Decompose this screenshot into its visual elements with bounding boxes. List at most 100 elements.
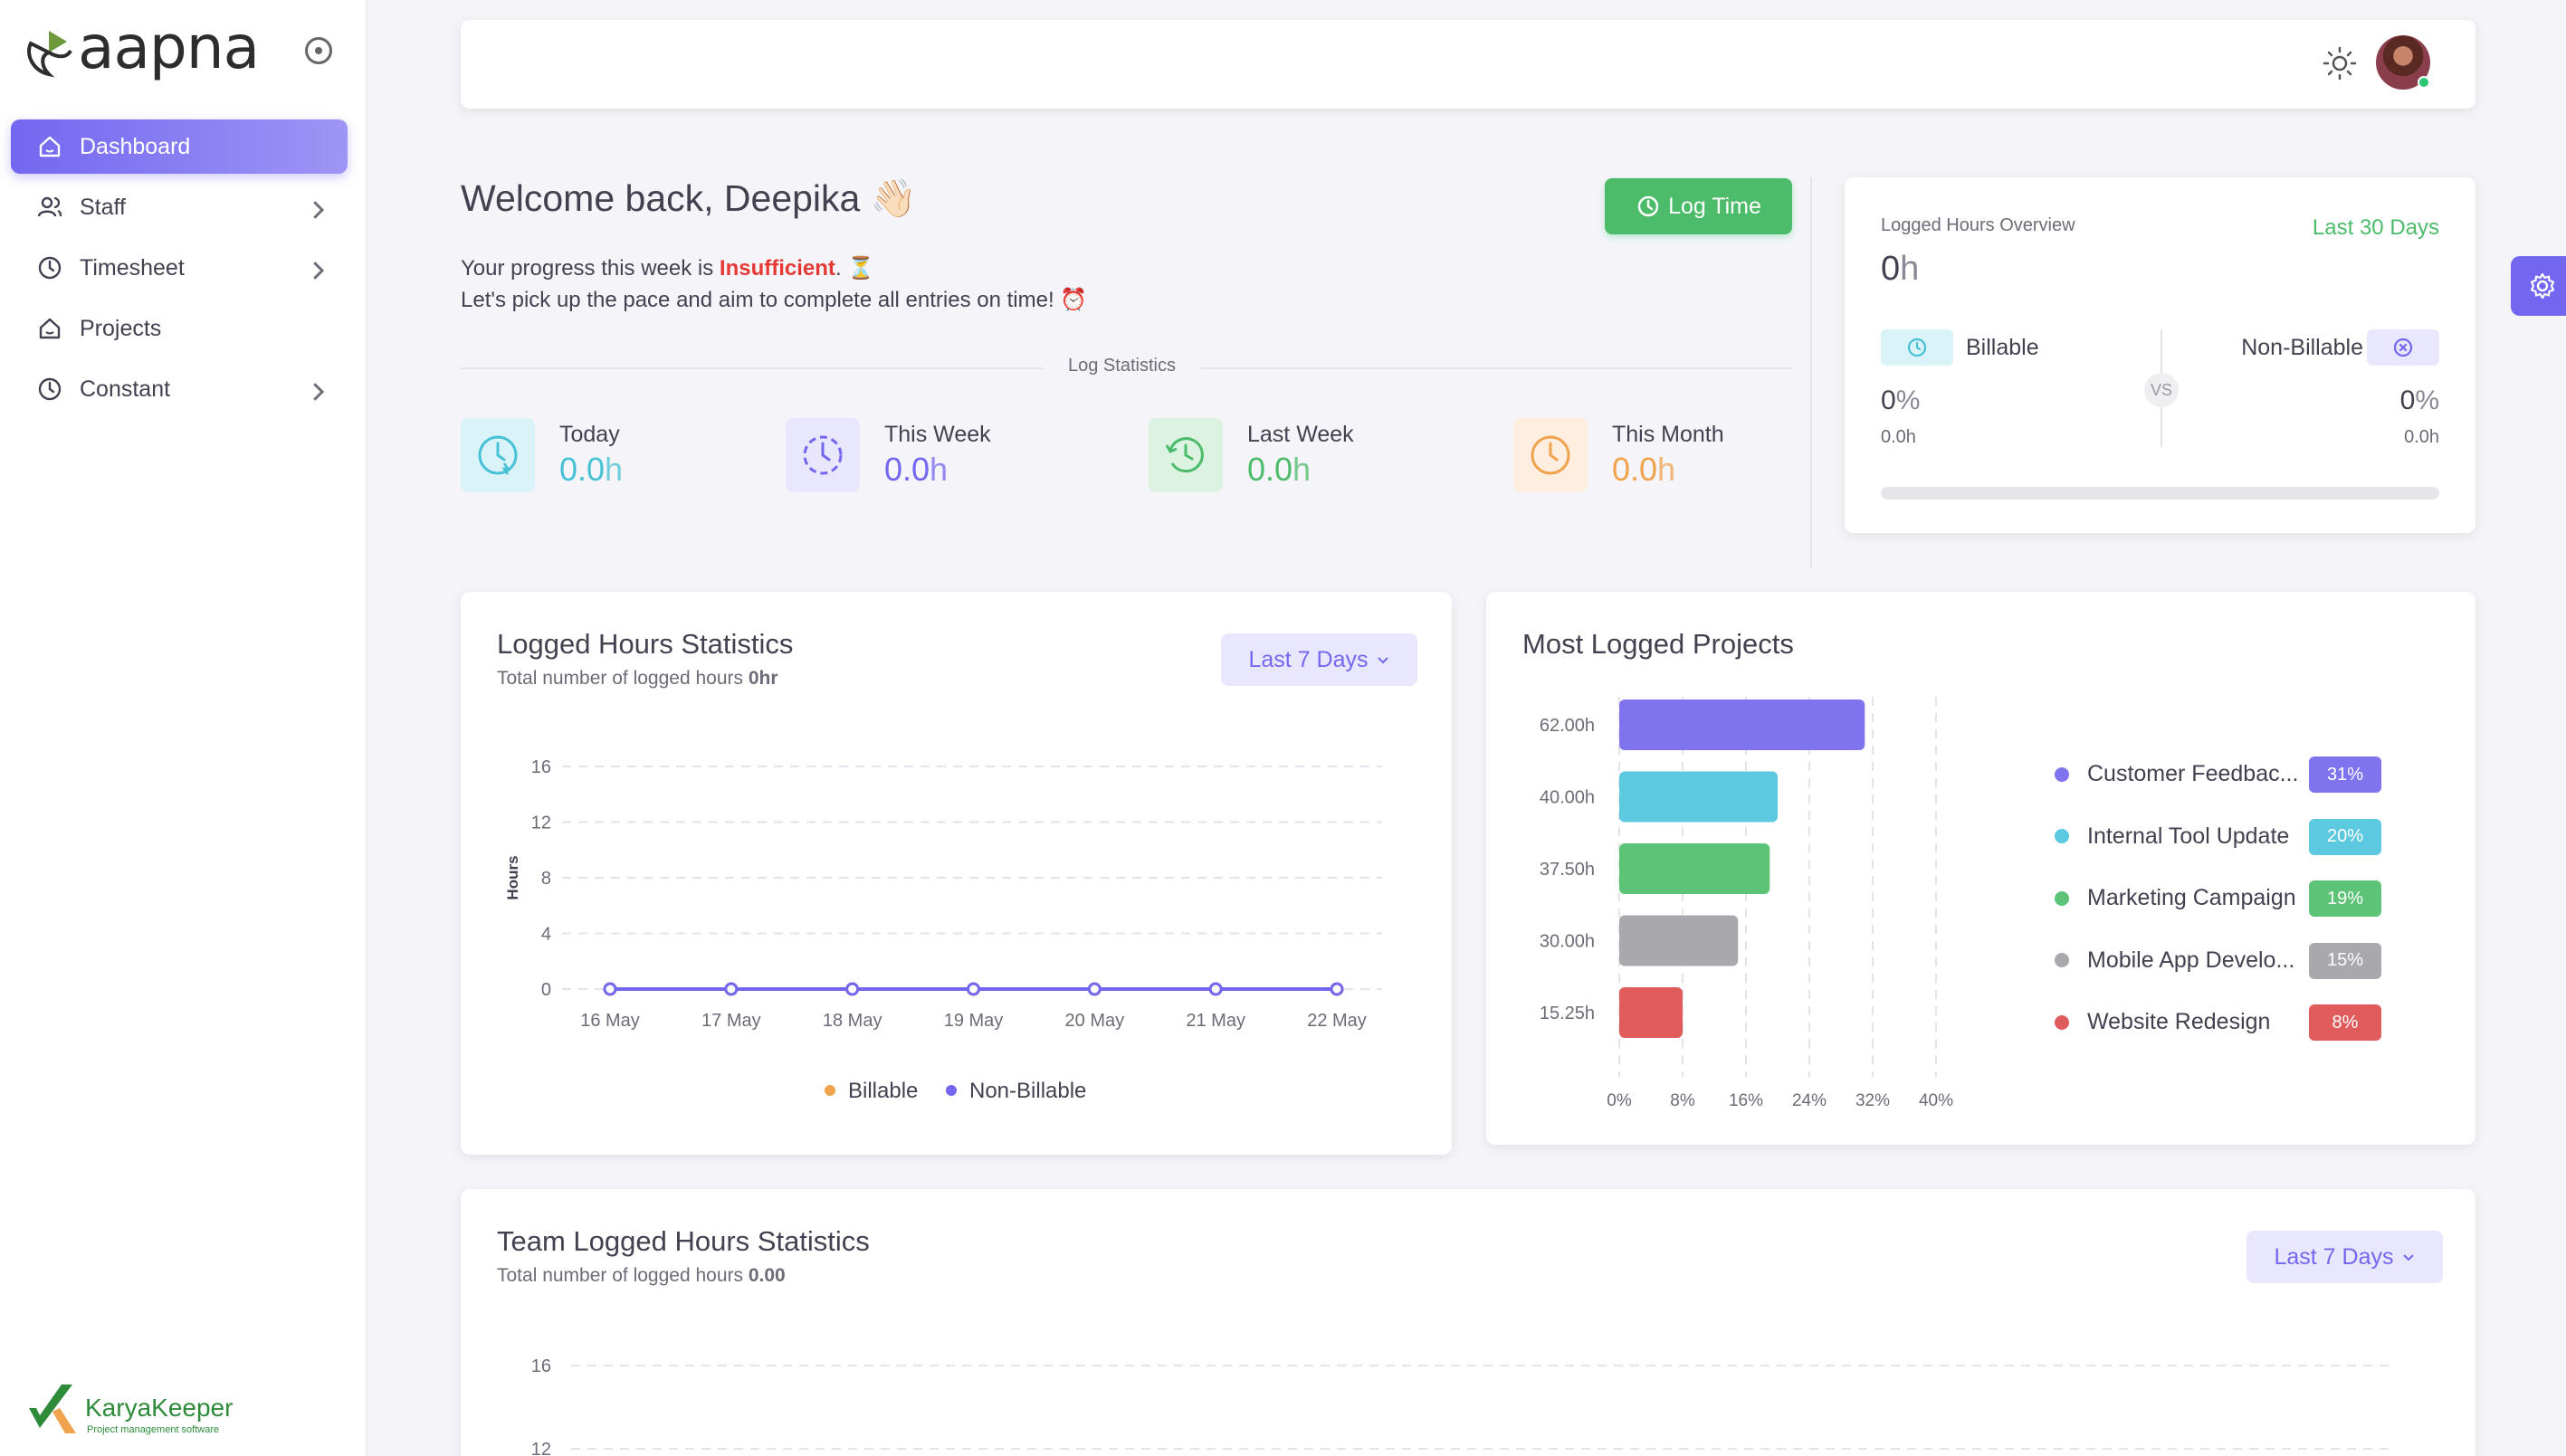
hours-range-dropdown[interactable]: Last 7 Days [1221,633,1417,686]
stat-label: Today [559,422,620,447]
stat-label: This Week [884,422,991,447]
sidebar: aapna Dashboard Staff Timesheet Projects Con… [0,0,367,1456]
stat-this-month: This Month 0.0h [1513,418,1785,492]
stat-value-unit: h [605,451,624,488]
stat-value: 0.0h [1612,451,1675,489]
overview-range[interactable]: Last 30 Days [2312,215,2439,240]
pace-text: Let's pick up the pace and aim to comple… [461,288,1088,312]
billable-label: Billable [1966,335,2039,360]
x-tick-label: 17 May [701,1011,761,1031]
sidebar-item-label: Staff [80,194,126,220]
team-range-dropdown[interactable]: Last 7 Days [2246,1231,2443,1283]
team-card-title: Team Logged Hours Statistics [497,1225,870,1257]
top-navbar [461,20,2475,109]
y-tick-label: 62.00h [1540,716,1595,736]
project-legend-label: Customer Feedbac... [2087,761,2299,786]
billable-ratio-bar [1881,487,2439,500]
non-billable-clock-icon [2393,338,2413,357]
data-point [1330,982,1344,996]
log-time-button[interactable]: Log Time [1605,178,1792,234]
legend-label: Non-Billable [969,1079,1086,1103]
hours-range-label: Last 7 Days [1248,646,1369,672]
legend-dot [2055,829,2069,843]
stat-this-month-clock-icon [1513,418,1588,492]
clock-plus-icon [1637,195,1659,217]
project-legend-label: Internal Tool Update [2087,823,2290,849]
stat-today: Today 0.0h [461,418,732,492]
chevron-down-icon [2402,1254,2414,1261]
stat-value: 0.0h [884,451,948,489]
chevron-right-icon [304,196,326,219]
karyakeeper-k-icon [29,1385,76,1433]
legend-label: Billable [848,1079,918,1103]
x-tick-label: 32% [1855,1091,1890,1110]
hours-card-subtitle-value: 0hr [748,668,778,689]
team-card-subtitle-value: 0.00 [748,1265,786,1286]
x-tick-label: 21 May [1186,1011,1245,1031]
project-percent-badge: 31% [2309,757,2381,793]
data-point [724,982,739,996]
team-logged-hours-statistics-card: Team Logged Hours Statistics Total numbe… [461,1189,2475,1456]
stat-label: Last Week [1247,422,1354,447]
x-tick-label: 24% [1792,1091,1827,1110]
project-bar [1619,843,1770,894]
log-statistics-label: Log Statistics [1043,356,1201,376]
project-legend-label: Website Redesign [2087,1009,2271,1034]
stat-today-clock-icon [461,418,535,492]
project-legend-item: Mobile App Develo... [2055,947,2294,974]
welcome-title: Welcome back, Deepika 👋🏻 [461,177,917,219]
stat-value-number: 0.0 [1612,451,1658,488]
billable-chip [1881,329,1953,366]
karyakeeper-tagline: Project management software [87,1424,220,1435]
team-card-subtitle-prefix: Total number of logged hours [497,1265,749,1286]
chevron-right-icon [304,378,326,401]
sidebar-item-projects[interactable]: Projects [11,301,348,356]
y-tick-label: 0 [541,980,551,1000]
progress-prefix: Your progress this week is [461,256,720,281]
project-legend-item: Website Redesign [2055,1009,2270,1035]
aapna-logo-mark-icon [27,31,72,78]
y-axis-label: Hours [504,855,521,899]
stat-value: 0.0h [559,451,623,489]
logged-hours-overview-card: Logged Hours Overview Last 30 Days 0h Bi… [1845,177,2475,533]
sidebar-item-constant[interactable]: Constant [11,362,348,416]
theme-toggle-sun-icon[interactable] [2322,45,2358,81]
chevron-right-icon [304,257,326,280]
progress-text: Your progress this week is Insufficient.… [461,255,874,281]
billable-percent: 0% [1881,385,1920,416]
project-legend-item: Marketing Campaign [2055,885,2296,911]
overview-title: Logged Hours Overview [1881,215,2075,235]
gear-icon [2530,272,2555,300]
y-tick-label: 12 [531,814,551,833]
x-tick-label: 8% [1670,1091,1695,1110]
project-percent-badge: 19% [2309,880,2381,917]
y-tick-label: 12 [531,1440,551,1456]
non-billable-hours: 0.0h [2404,427,2439,447]
home-icon [36,133,80,160]
logged-hours-line-chart: 0 4 8 12 16 Hours 16 May 17 May 18 May 19 May 20 M… [504,757,1382,1103]
x-tick-label: 16% [1729,1091,1763,1110]
data-point [1087,982,1102,996]
project-legend-label: Marketing Campaign [2087,885,2296,910]
non-billable-percent-unit: % [2415,385,2439,415]
online-status-dot [2418,76,2430,89]
billable-percent-unit: % [1895,385,1921,415]
chevron-down-icon [1377,657,1388,664]
sidebar-item-timesheet[interactable]: Timesheet [11,241,348,295]
customizer-settings-button[interactable] [2511,256,2566,316]
stat-value-unit: h [1293,451,1312,488]
sidebar-item-dashboard[interactable]: Dashboard [11,119,348,174]
legend-dot [2055,953,2069,967]
sidebar-collapse-icon[interactable] [305,37,332,64]
most-logged-projects-card: Most Logged Projects 0% 8% 16% 24% 32% 40% 62.… [1486,592,2475,1145]
y-tick-label: 30.00h [1540,932,1595,952]
legend-dot [946,1085,957,1096]
y-tick-label: 4 [541,925,551,945]
sidebar-item-staff[interactable]: Staff [11,180,348,234]
y-tick-label: 15.25h [1540,1004,1595,1023]
stat-value-number: 0.0 [559,451,606,488]
stat-value-number: 0.0 [1247,451,1293,488]
log-time-label: Log Time [1668,193,1761,219]
project-percent-badge: 15% [2309,942,2381,979]
